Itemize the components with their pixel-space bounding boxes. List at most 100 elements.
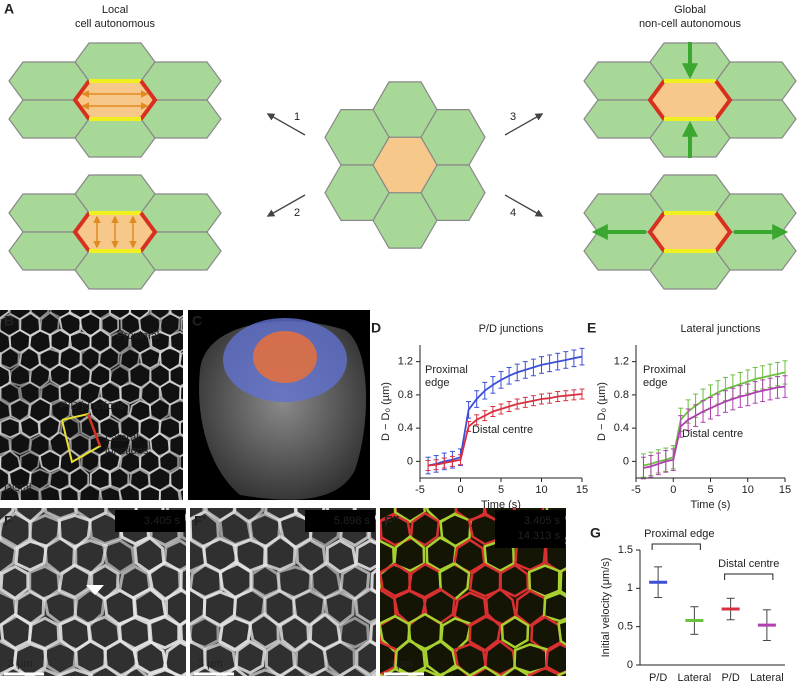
step-number: 2 (294, 207, 300, 219)
cell-outline (468, 665, 501, 676)
bracket (651, 543, 701, 550)
cell-outline (178, 419, 183, 437)
y-tick-label: 1.2 (398, 356, 413, 368)
cell-outline (178, 351, 183, 368)
step-arrow (504, 113, 544, 136)
y-tick-label: 0.8 (398, 389, 413, 401)
series-line (428, 393, 583, 467)
cell (74, 118, 156, 158)
bracket (724, 573, 774, 580)
time-box (495, 510, 565, 548)
cell-outline (180, 278, 200, 301)
chart: E 0 0.4 0.8 1.2 D − D₀ (µm) Lateral junctions -… (587, 320, 791, 511)
cell-outline (0, 364, 12, 390)
cell-outline (138, 312, 162, 337)
cell-outline (407, 612, 443, 651)
y-tick-label: 0.4 (398, 422, 413, 434)
annotation: Proximal edge (644, 528, 714, 540)
y-tick-label: 0 (627, 659, 633, 671)
cell-outline (323, 590, 356, 627)
x-tick-label: 5 (707, 484, 713, 496)
cell-outline (354, 539, 376, 572)
cell-outline (108, 398, 130, 422)
x-tick-label: -5 (415, 484, 425, 496)
x-axis-label: Time (s) (481, 499, 521, 511)
cell-outline (98, 448, 122, 473)
series-line (643, 385, 786, 469)
step-arrow (504, 194, 544, 217)
scale-label: 3 μm (388, 658, 413, 670)
y-tick-label: 0.8 (614, 389, 629, 401)
cell-outline (483, 639, 517, 676)
cell-outline (41, 278, 61, 302)
panel-label: D (371, 320, 381, 336)
cell-outline (0, 664, 29, 676)
cell-outline (59, 279, 80, 301)
x-tick-label: Lateral (678, 672, 712, 684)
cell-outline (380, 640, 398, 676)
cell-outline (321, 639, 356, 676)
cell-outline (355, 639, 376, 676)
lateral-junction (647, 79, 666, 121)
lateral-junction (714, 79, 733, 121)
cell-outline (168, 330, 183, 353)
inner-region (253, 331, 317, 383)
cell (649, 174, 731, 214)
y-axis-label: D − D₀ (µm) (380, 382, 392, 441)
y-tick-label: 1 (627, 582, 633, 594)
cell-outline (190, 616, 220, 650)
cell-outline (369, 620, 376, 646)
cell-outline (557, 619, 566, 647)
y-tick-label: 0 (623, 455, 629, 467)
lateral-outline (86, 413, 102, 447)
panel-label: F (4, 513, 13, 529)
cell-outline (0, 535, 18, 575)
x-tick-label: 10 (535, 484, 547, 496)
cell-outline (370, 568, 376, 595)
cell-cluster (583, 42, 797, 158)
cell-outline (19, 278, 40, 299)
cell-outline (100, 313, 120, 336)
lateral-junction (139, 211, 158, 253)
cell-outline (43, 508, 78, 521)
error-bar (640, 456, 646, 480)
arrowhead (86, 585, 104, 595)
cell-outline (162, 640, 186, 676)
lateral-junction (714, 211, 733, 253)
panel-a: A Local cell autonomous Global non-cell auto… (4, 1, 797, 290)
image-label: Proximal (117, 330, 160, 342)
heading: Global (674, 4, 706, 16)
cell-outline (0, 485, 21, 500)
cell-outline (499, 563, 530, 598)
lateral-junction (72, 211, 91, 253)
image-label: P/D junctions (60, 400, 125, 412)
cell-outline (370, 462, 401, 495)
cell-outline (120, 311, 142, 336)
chart: D 0 0.4 0.8 1.2 D − D₀ (µm) P/D junctions -5 0 5 1… (371, 320, 588, 511)
centre-cluster (324, 81, 486, 249)
x-tick-label: 0 (670, 484, 676, 496)
cell-outline (248, 612, 280, 650)
cell-outline (425, 536, 458, 572)
cell-outline (19, 381, 41, 405)
cell-outline (0, 398, 12, 421)
heading: Local (102, 4, 128, 16)
cell-outline (453, 642, 488, 676)
y-tick-label: 1.2 (614, 356, 629, 368)
x-tick-label: P/D (649, 672, 667, 684)
cell-outline (58, 485, 80, 500)
y-tick-label: 0.5 (618, 621, 633, 633)
cell-outline (468, 614, 503, 652)
y-axis-label: D − D₀ (µm) (596, 382, 608, 441)
lateral-junction (647, 211, 666, 253)
series-line (427, 355, 583, 467)
cell-outline (179, 385, 183, 402)
panel-label: F″ (384, 513, 400, 529)
panel-label: E (587, 320, 596, 336)
cell-outline (102, 538, 136, 575)
cell-outline (379, 464, 410, 493)
panel-label: A (4, 1, 14, 17)
timestamp: 3.405 s (524, 515, 561, 527)
annotation: Distal centre (718, 558, 779, 570)
